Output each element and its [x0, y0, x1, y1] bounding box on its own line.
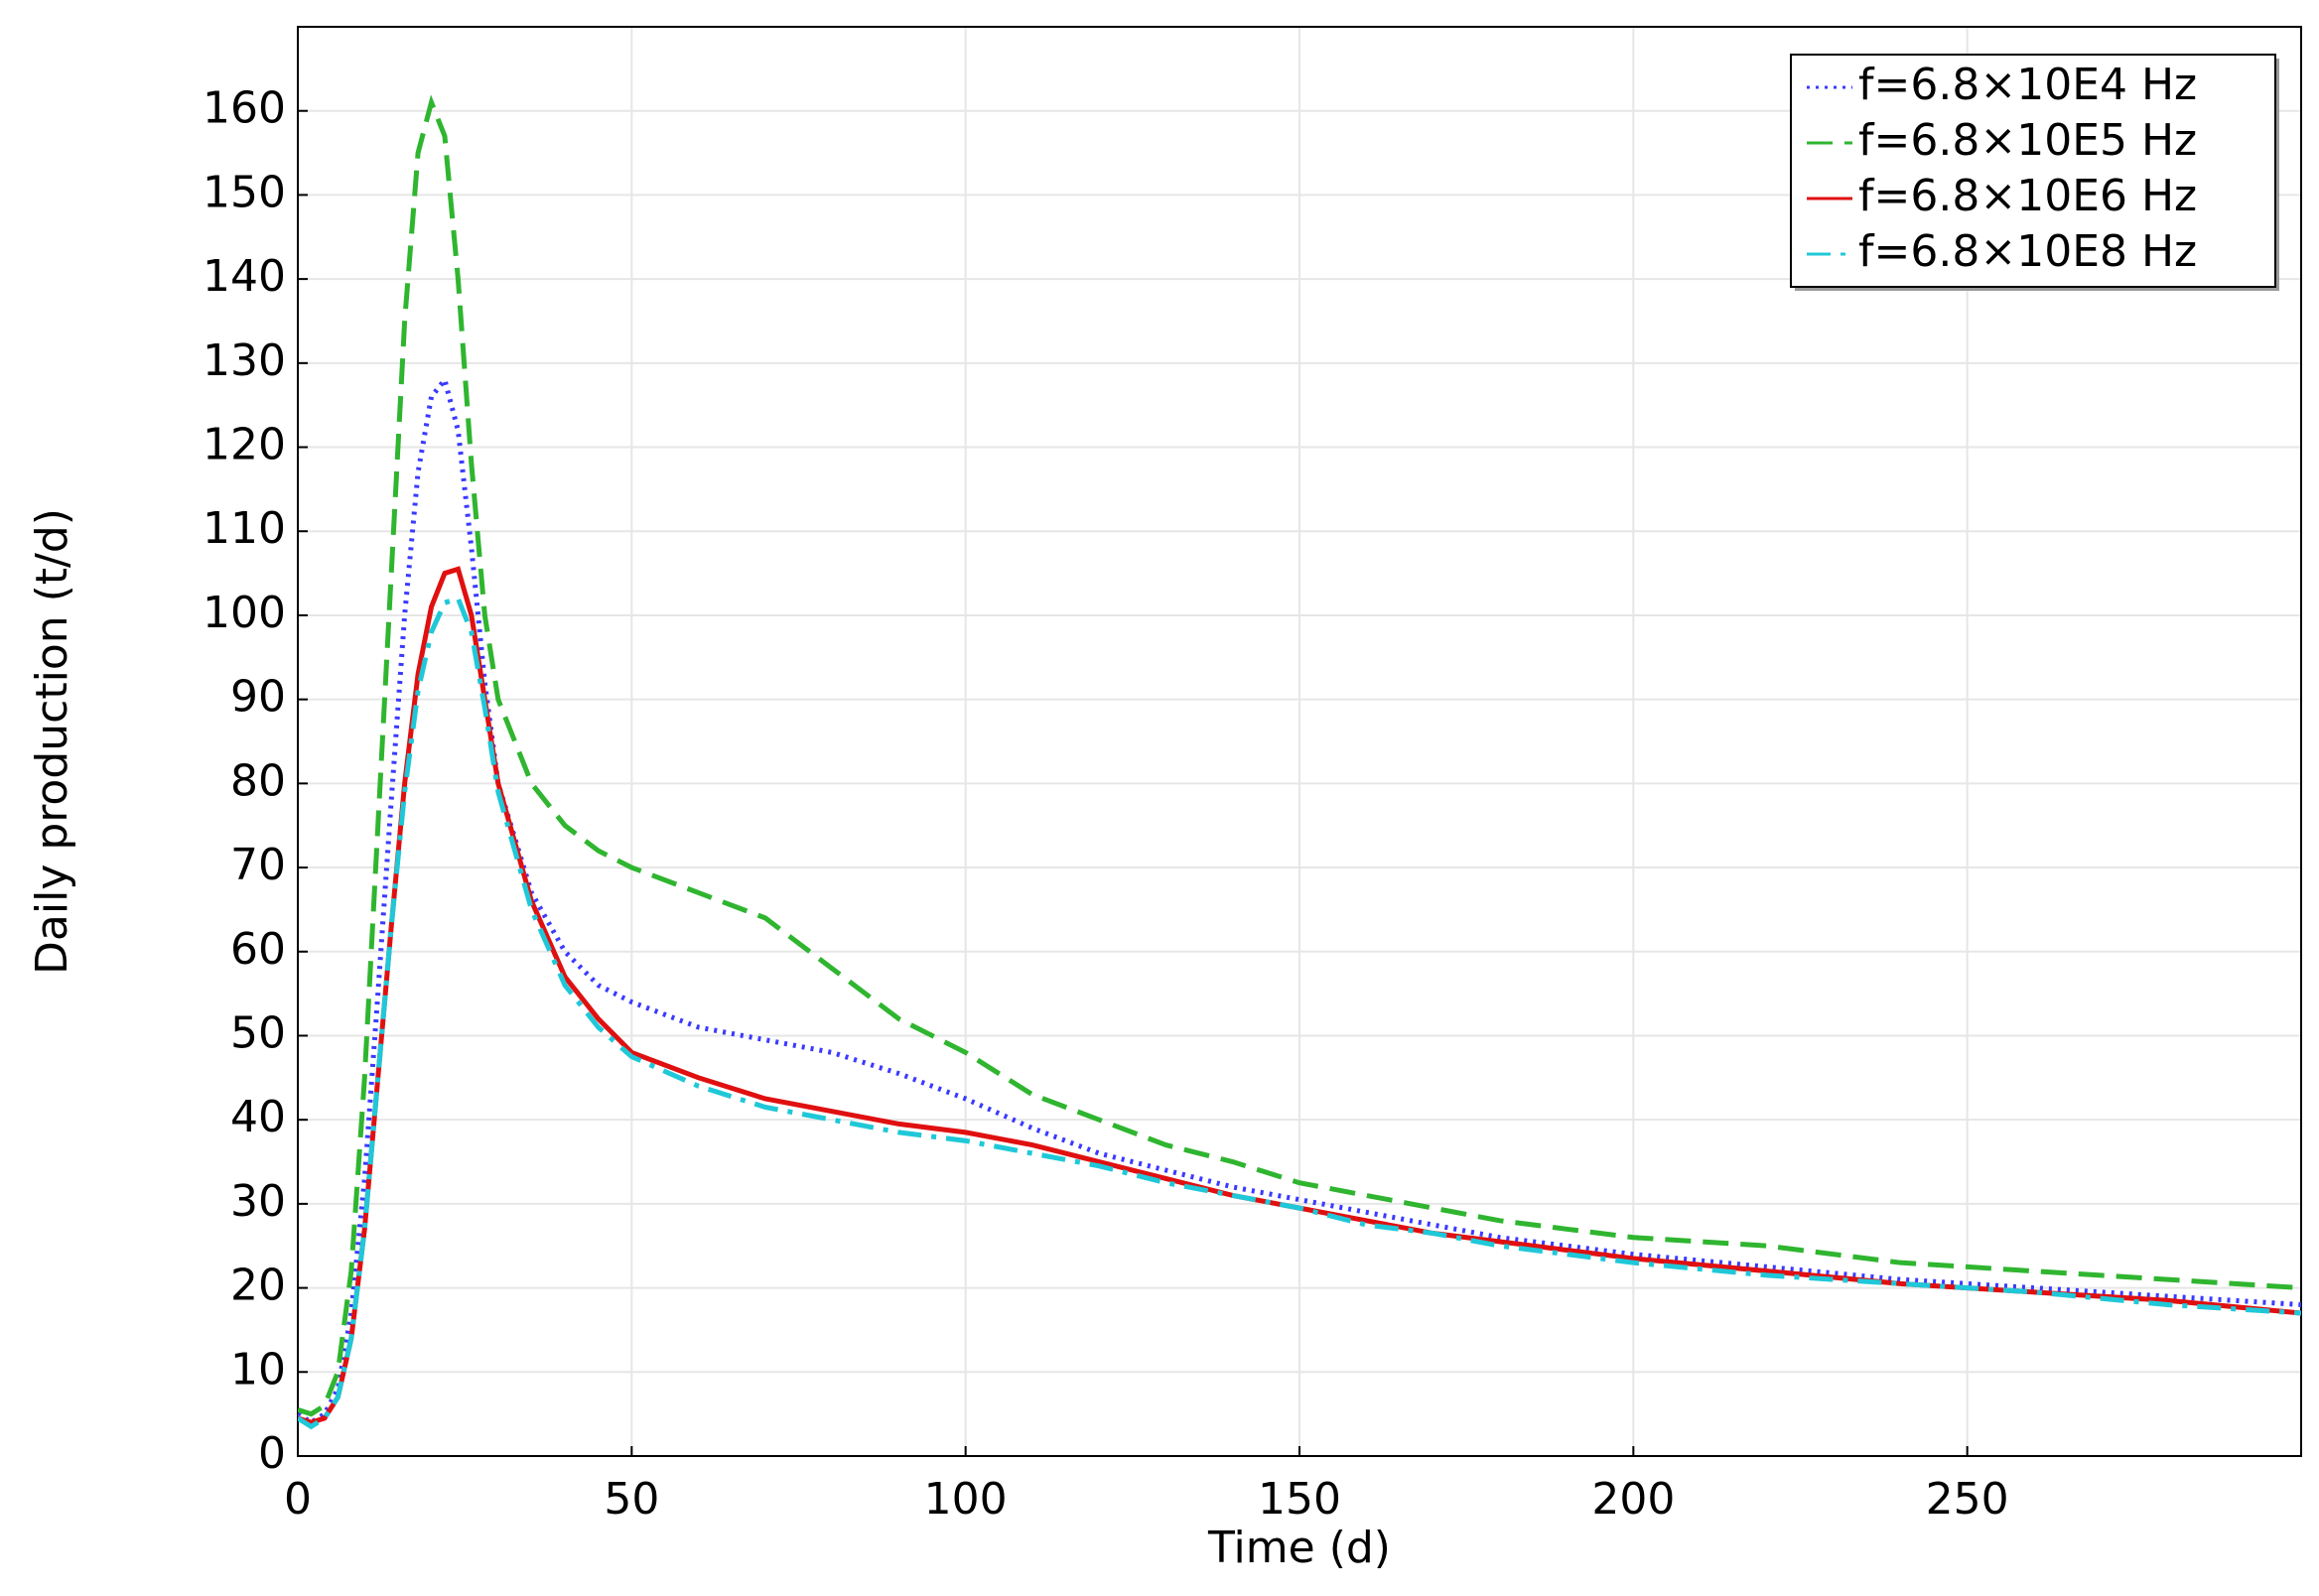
- y-tick-label: 70: [230, 840, 286, 890]
- plot-area: [298, 94, 2301, 1430]
- y-tick-label: 30: [230, 1176, 286, 1227]
- y-tick-label: 10: [230, 1344, 286, 1395]
- legend-label: f=6.8×10E8 Hz: [1858, 226, 2197, 277]
- legend-label: f=6.8×10E5 Hz: [1858, 115, 2197, 166]
- legend-label: f=6.8×10E4 Hz: [1858, 60, 2197, 110]
- x-tick-label: 50: [604, 1474, 659, 1525]
- y-tick-label: 130: [203, 335, 286, 386]
- series-line: [298, 374, 2301, 1426]
- y-tick-label: 100: [203, 588, 286, 638]
- x-tick-label: 150: [1258, 1474, 1341, 1525]
- x-tick-label: 0: [284, 1474, 312, 1525]
- x-tick-label: 200: [1591, 1474, 1675, 1525]
- plot-frame: [297, 26, 2302, 1457]
- series-line: [298, 595, 2301, 1430]
- y-tick-label: 120: [203, 420, 286, 470]
- x-axis-title: Time (d): [1207, 1523, 1391, 1573]
- series-line: [298, 94, 2301, 1417]
- y-tick-label: 40: [230, 1092, 286, 1142]
- y-tick-label: 50: [230, 1007, 286, 1058]
- legend-label: f=6.8×10E6 Hz: [1858, 171, 2197, 221]
- y-tick-label: 110: [203, 503, 286, 554]
- x-tick-label: 100: [924, 1474, 1008, 1525]
- x-tick-label: 250: [1926, 1474, 2009, 1525]
- y-tick-label: 150: [203, 167, 286, 217]
- y-tick-label: 0: [258, 1428, 286, 1479]
- y-tick-label: 60: [230, 924, 286, 975]
- y-tick-label: 90: [230, 672, 286, 723]
- y-tick-label: 140: [203, 251, 286, 302]
- legend-box: [1790, 54, 2276, 288]
- y-tick-label: 160: [203, 83, 286, 134]
- y-axis-title: Daily production (t/d): [27, 508, 77, 975]
- y-tick-label: 20: [230, 1261, 286, 1311]
- y-tick-label: 80: [230, 755, 286, 806]
